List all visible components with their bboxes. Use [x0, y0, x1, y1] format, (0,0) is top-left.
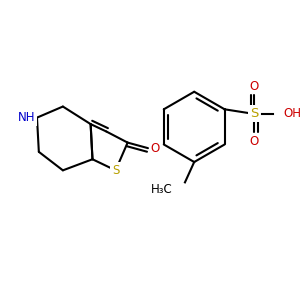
Text: O: O	[250, 80, 259, 93]
Text: S: S	[112, 164, 119, 177]
Text: H₃C: H₃C	[151, 183, 173, 196]
Text: NH: NH	[18, 111, 35, 124]
Text: O: O	[250, 135, 259, 148]
Text: S: S	[250, 107, 258, 120]
Text: O: O	[151, 142, 160, 155]
Text: OH: OH	[284, 107, 300, 120]
